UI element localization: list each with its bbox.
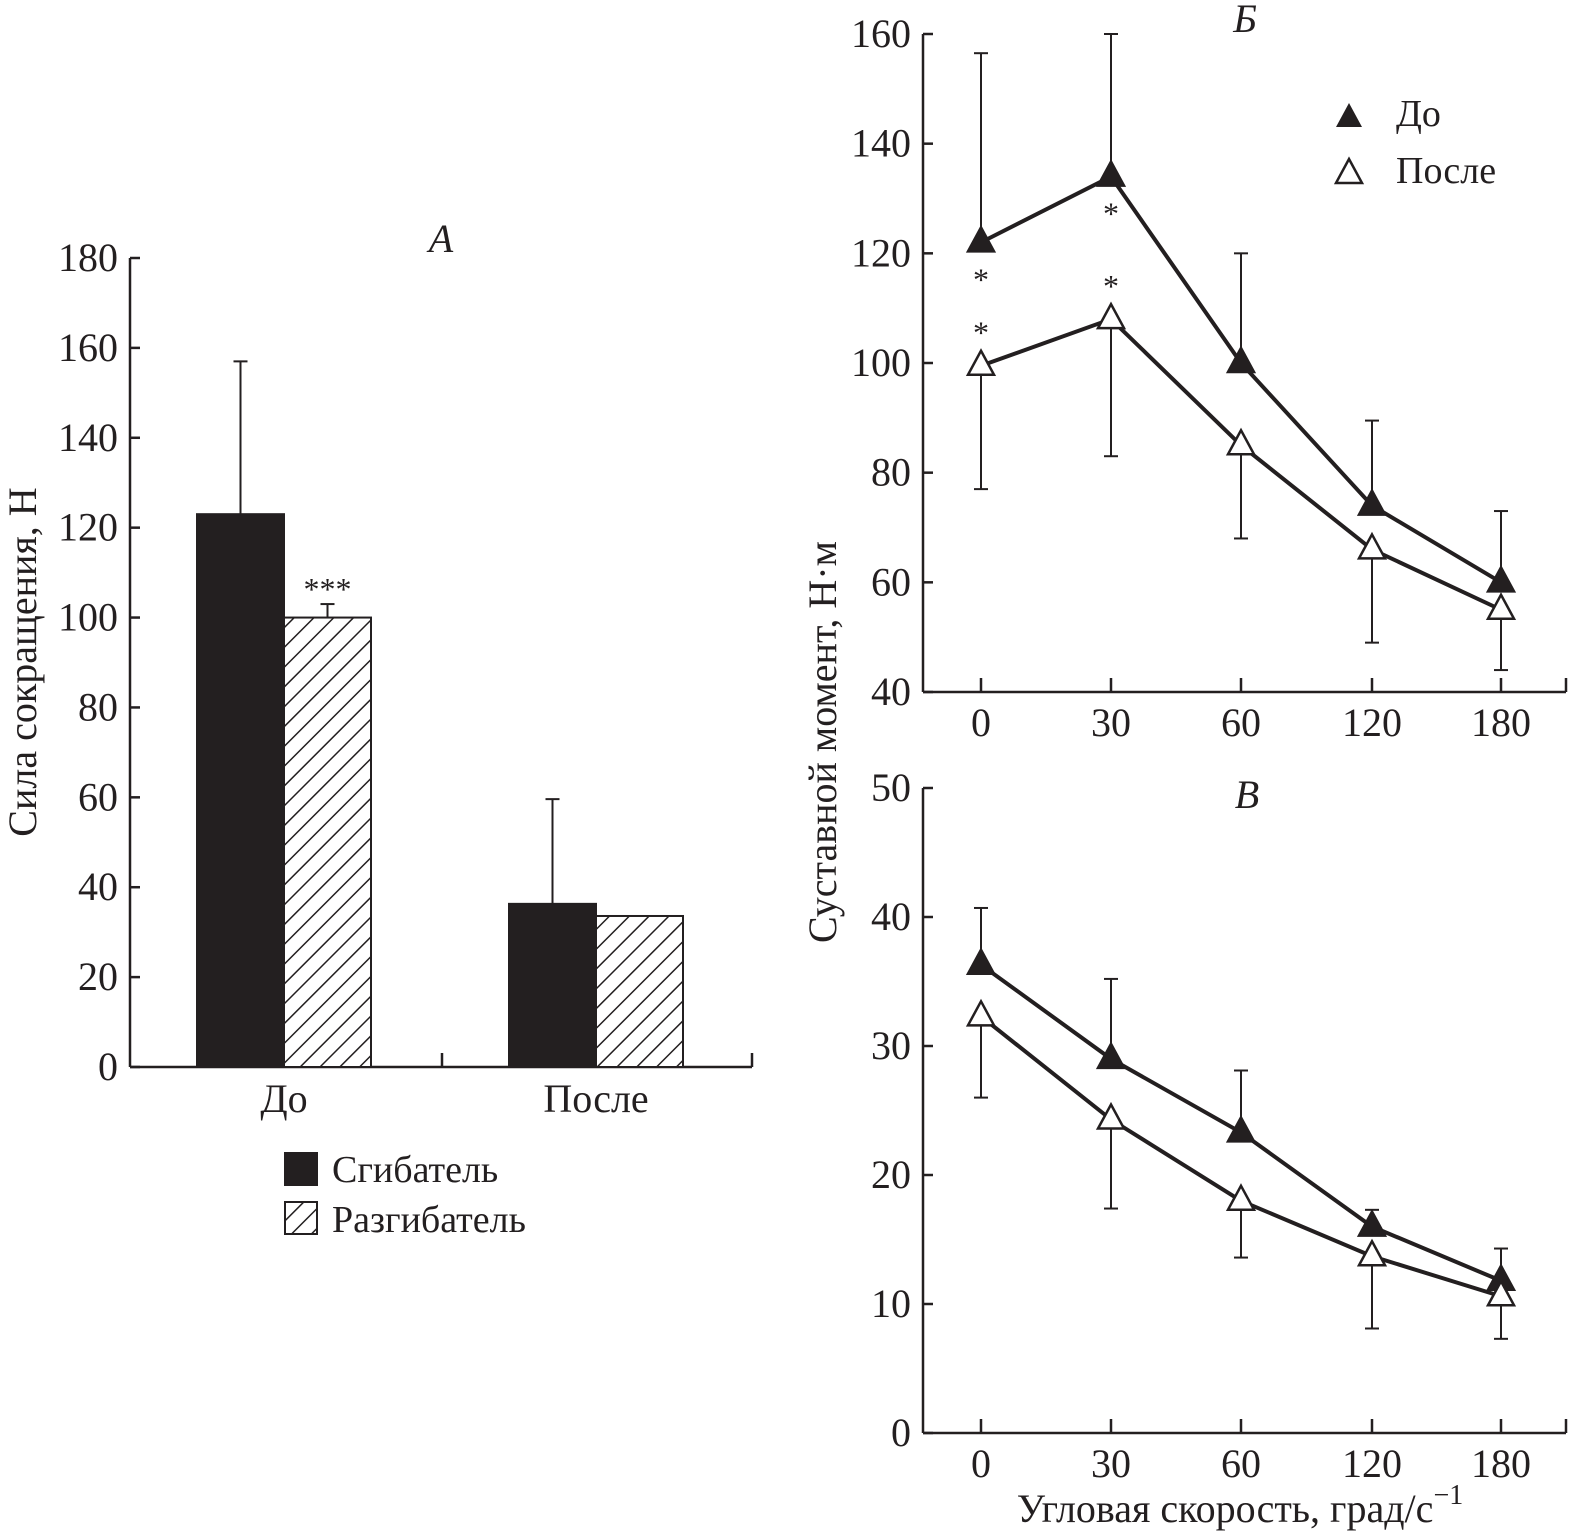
data-point-before [1356,1208,1388,1237]
panel-c-x-axis-title: Угловая скорость, град/с−1 [1017,1480,1463,1531]
panel-b-y-tick-label: 160 [851,11,911,56]
panel-c-plot [965,906,1517,1340]
panel-a-axes: 0 20 40 60 80 100 120 140 160 180 До После [58,235,754,1121]
panel-a: А 0 20 40 60 80 100 120 140 160 180 До После *** Си… [0,216,754,1241]
panel-b-y-tick-label: 140 [851,121,911,166]
data-point-before [1095,158,1127,187]
bar-flexor [196,513,285,1068]
panel-c-y-tick-label: 20 [871,1152,911,1197]
panel-a-bars: *** [196,360,684,1069]
panel-c-y-tick-label: 10 [871,1281,911,1326]
panel-b-plot: * * * * [965,33,1517,672]
panel-a-y-axis-title: Сила сокращения, Н [0,487,45,836]
data-point-after [1356,531,1388,560]
panel-a-label: А [426,216,454,261]
significance-marker: * [973,261,989,297]
panel-a-y-tick-label: 100 [58,595,118,640]
legend-marker-filled-triangle [1336,103,1362,127]
panel-a-x-tick-label: До [260,1076,307,1121]
panel-b-y-tick-label: 40 [871,669,911,714]
panel-b-axes: 40 60 80 100 120 140 160 0 30 60 120 180 [851,11,1568,745]
panel-b-x-tick-label: 180 [1471,700,1531,745]
panel-a-y-tick-label: 180 [58,235,118,280]
data-point-before [965,947,997,975]
significance-marker: * [973,315,989,351]
panel-a-y-tick-label: 60 [78,774,118,819]
significance-marker: *** [304,571,352,607]
panel-a-y-tick-label: 160 [58,325,118,370]
data-point-after [1356,1238,1388,1267]
panel-c-y-tick-label: 30 [871,1023,911,1068]
panel-c-y-tick-label: 0 [891,1410,911,1455]
panel-c-y-tick-label: 40 [871,894,911,939]
data-point-after [1485,592,1517,620]
panel-b-legend: До После [1333,93,1496,192]
significance-marker: * [1103,196,1119,232]
panel-c-x-tick-label: 60 [1221,1441,1261,1486]
panel-c: В 0 10 20 30 40 50 0 30 60 120 180 Угловая скорост… [871,765,1568,1531]
data-point-after [965,348,997,376]
panel-a-y-tick-label: 140 [58,415,118,460]
panel-a-y-tick-label: 20 [78,954,118,999]
panel-b-x-tick-label: 120 [1342,700,1402,745]
bar-extensor [283,616,372,1068]
panel-b-x-tick-label: 0 [971,700,991,745]
panel-bc-y-axis-title: Суставной момент, Н·м [800,541,845,943]
data-point-after [1095,301,1127,330]
legend-label-extensor: Разгибатель [332,1199,526,1241]
panel-b-x-tick-label: 30 [1091,700,1131,745]
panel-b-label: Б [1232,0,1257,41]
legend-swatch-solid [284,1152,318,1186]
significance-marker: * [1103,268,1119,304]
data-point-after [1095,1101,1127,1130]
data-point-after [1225,1183,1257,1212]
panel-c-label: В [1235,772,1259,817]
panel-a-legend: Сгибатель Разгибатель [284,1149,526,1241]
data-point-before [965,224,997,253]
panel-c-x-tick-label: 180 [1471,1441,1531,1486]
panel-b-y-tick-label: 100 [851,340,911,385]
panel-c-x-tick-label: 30 [1091,1441,1131,1486]
panel-a-y-tick-label: 0 [98,1044,118,1089]
panel-c-x-tick-label: 0 [971,1441,991,1486]
panel-c-x-tick-label: 120 [1342,1441,1402,1486]
panel-b-y-tick-label: 120 [851,230,911,275]
data-point-before [1225,1114,1257,1143]
panel-b-y-tick-label: 80 [871,450,911,495]
bar-extensor [595,914,684,1069]
data-point-after [965,998,997,1027]
legend-label-flexor: Сгибатель [332,1149,498,1191]
legend-label-before: До [1396,93,1441,135]
legend-marker-open-triangle [1333,156,1365,185]
data-point-after [1225,427,1257,456]
panel-a-y-tick-label: 120 [58,505,118,550]
panel-b-y-tick-label: 60 [871,559,911,604]
x-axis-title-text: Угловая скорость, град/с [1017,1486,1434,1531]
panel-a-x-tick-label: После [543,1076,648,1121]
panel-a-y-tick-label: 40 [78,864,118,909]
data-point-after [1485,1278,1517,1307]
data-point-before [1095,1041,1127,1070]
legend-label-after: После [1396,150,1496,192]
panel-c-axes: 0 10 20 30 40 50 0 30 60 120 180 [871,765,1568,1486]
data-point-before [1485,564,1517,593]
panel-b: Б 40 60 80 100 120 140 160 0 30 60 120 180 * * * * До … [851,0,1568,745]
x-axis-title-superscript: −1 [1433,1480,1463,1511]
legend-swatch-hatched [284,1201,318,1235]
data-point-before [1356,487,1388,516]
data-point-before [1225,345,1257,374]
panel-a-y-tick-label: 80 [78,684,118,729]
panel-b-x-tick-label: 60 [1221,700,1261,745]
bar-flexor [508,902,597,1069]
panel-c-y-tick-label: 50 [871,765,911,810]
